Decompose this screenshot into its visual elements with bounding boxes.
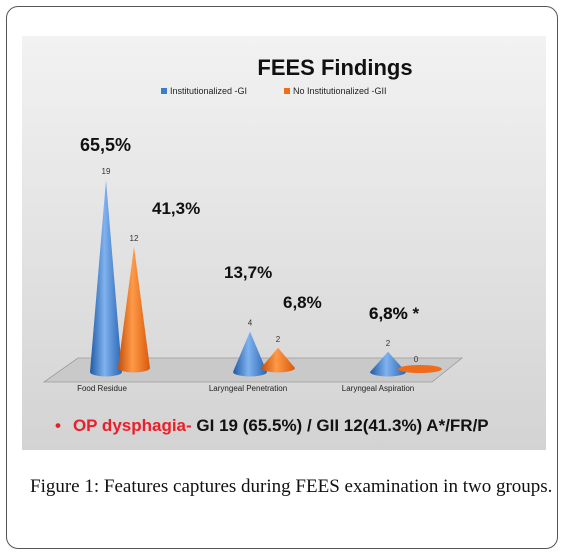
figure-frame bbox=[6, 6, 558, 549]
value-label-gi-laryngeal-aspiration: 2 bbox=[386, 339, 391, 348]
dysphagia-note: • OP dysphagia- GI 19 (65.5%) / GII 12(41… bbox=[55, 416, 489, 436]
legend-swatch-gi bbox=[161, 88, 167, 94]
percent-label-gi-laryngeal-penetration: 13,7% bbox=[224, 263, 272, 282]
percent-label-gii-laryngeal-aspiration: 6,8% * bbox=[369, 304, 419, 323]
percent-label-gii-food-residue: 41,3% bbox=[152, 199, 200, 218]
cone-gii-food-residue bbox=[118, 246, 150, 373]
category-label-laryngeal-penetration: Laryngeal Penetration bbox=[209, 384, 287, 393]
legend-label-gii: No Institutionalized -GII bbox=[293, 86, 387, 96]
cone-gii-laryngeal-penetration bbox=[261, 347, 295, 373]
cone-gi-food-residue bbox=[90, 180, 122, 377]
cone-gi-laryngeal-aspiration bbox=[370, 351, 406, 377]
figure-caption: Figure 1: Features captures during FEES … bbox=[30, 476, 553, 498]
chart-title: FEES Findings bbox=[257, 55, 412, 80]
category-label-laryngeal-aspiration: Laryngeal Aspiration bbox=[342, 384, 415, 393]
value-label-gii-food-residue: 12 bbox=[130, 234, 139, 243]
note-bullet: • bbox=[55, 416, 61, 435]
note-text: GI 19 (65.5%) / GII 12(41.3%) A*/FR/P bbox=[191, 416, 489, 435]
cone-gii-laryngeal-aspiration bbox=[398, 365, 442, 373]
note-label: OP dysphagia- bbox=[72, 416, 192, 435]
cone-gi-laryngeal-penetration bbox=[233, 331, 267, 377]
value-label-gii-laryngeal-penetration: 2 bbox=[276, 335, 281, 344]
percent-label-gi-laryngeal-aspiration: 6,8% bbox=[369, 304, 408, 323]
value-label-gii-laryngeal-aspiration: 0 bbox=[414, 355, 419, 364]
value-label-gi-food-residue: 19 bbox=[102, 167, 111, 176]
percent-label-gi-food-residue: 65,5% bbox=[80, 135, 131, 155]
percent-label-gii-laryngeal-penetration: 6,8% bbox=[283, 293, 322, 312]
value-label-gi-laryngeal-penetration: 4 bbox=[248, 319, 253, 328]
legend-swatch-gii bbox=[284, 88, 290, 94]
caption-figure-label: Figure 1: bbox=[30, 476, 100, 497]
legend-label-gi: Institutionalized -GI bbox=[170, 86, 247, 96]
caption-text: Features captures during FEES examinatio… bbox=[99, 476, 553, 497]
category-label-food-residue: Food Residue bbox=[77, 384, 127, 393]
